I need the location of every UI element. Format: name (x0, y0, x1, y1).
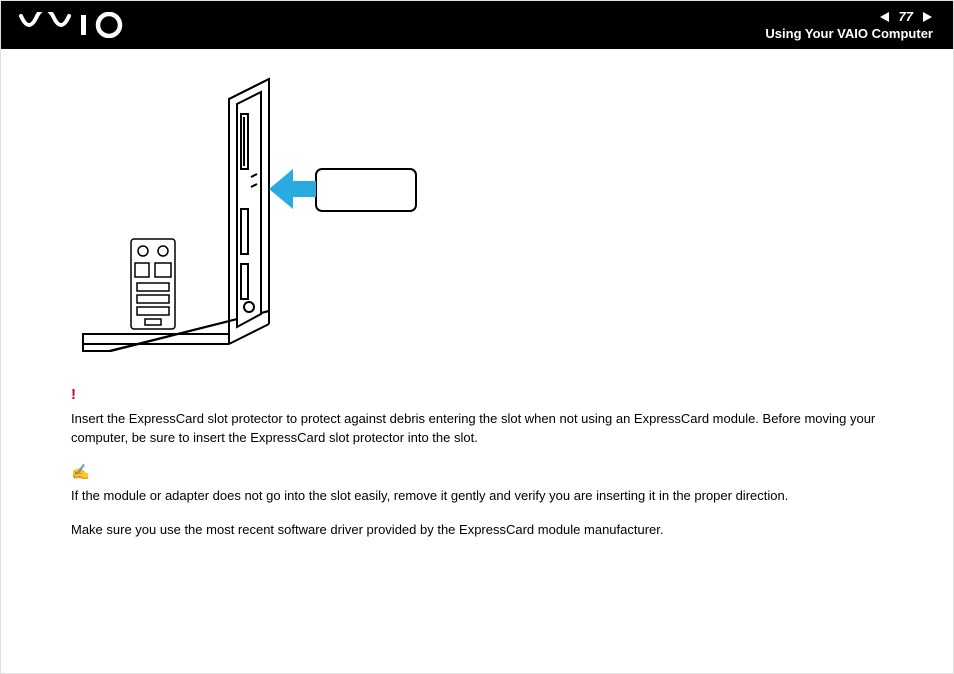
note-text-2: Make sure you use the most recent softwa… (71, 522, 664, 537)
page-number: 77 (899, 9, 913, 24)
warning-text: Insert the ExpressCard slot protector to… (71, 411, 875, 446)
note-text-2-block: Make sure you use the most recent softwa… (71, 520, 883, 540)
expresscard-diagram (71, 69, 883, 364)
warning-block: ! Insert the ExpressCard slot protector … (71, 384, 883, 448)
header-right: 77 Using Your VAIO Computer (765, 9, 933, 41)
page-content: ! Insert the ExpressCard slot protector … (1, 49, 953, 539)
note-icon: ✍ (71, 462, 883, 485)
vaio-logo (19, 12, 129, 38)
prev-page-arrow[interactable] (879, 11, 891, 23)
note-text-1: If the module or adapter does not go int… (71, 488, 788, 503)
section-title: Using Your VAIO Computer (765, 26, 933, 41)
next-page-arrow[interactable] (921, 11, 933, 23)
warning-icon: ! (71, 384, 883, 407)
page-nav: 77 (879, 9, 933, 24)
note-block: ✍ If the module or adapter does not go i… (71, 462, 883, 506)
page-header: 77 Using Your VAIO Computer (1, 1, 953, 49)
